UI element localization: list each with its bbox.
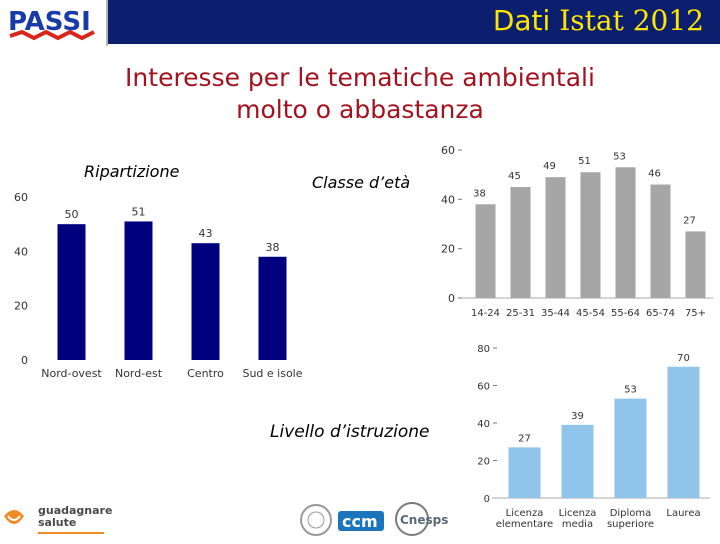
data-label: 70 [677,353,690,364]
bar [614,398,647,498]
ccm-logo-text: ccm [342,512,378,531]
data-label: 39 [571,411,584,422]
y-tick-label: 20 [441,243,455,256]
y-tick-label: 60 [477,382,490,393]
x-tick-label: Diploma [610,508,652,519]
bar [124,221,153,360]
salute-text: salute [38,516,76,529]
x-tick-label: elementare [496,519,553,530]
x-tick-label: 25-31 [506,308,535,319]
bar [615,167,636,298]
cnesps-logo-text: Cnesps [400,513,448,527]
header-bar [108,0,720,44]
x-tick-label: media [562,519,593,530]
chart3-title: Livello d’istruzione [270,422,430,442]
data-label: 49 [543,161,556,172]
bar [510,187,531,298]
data-label: 27 [683,215,696,226]
data-label: 46 [648,169,661,180]
chart2-title: Classe d’età [312,173,411,192]
bar [667,366,700,498]
y-tick-label: 40 [441,193,455,206]
x-tick-label: 35-44 [541,308,570,319]
bar [57,224,86,360]
y-tick-label: 60 [14,191,28,204]
bar [258,256,287,360]
bar [561,424,594,498]
data-label: 38 [266,241,280,254]
y-tick-label: 20 [14,300,28,313]
header: PASSI Dati Istat 2012 [0,0,720,46]
x-tick-label: superiore [607,519,654,530]
bar [650,184,671,298]
footer-logos: guadagnare salute ccm Cnesps [0,498,720,540]
x-tick-label: 45-54 [576,308,605,319]
y-tick-label: 0 [484,494,490,505]
bar [475,204,496,298]
data-label: 53 [624,385,637,396]
ccm-logo: ccm [338,511,384,531]
bar [508,447,541,498]
x-tick-label: Centro [187,367,224,380]
page-title-line2: molto o abbastanza [236,95,484,124]
y-tick-label: 20 [477,457,490,468]
passi-logo: PASSI [0,0,108,46]
guadagnare-salute-logo: guadagnare salute [4,504,112,534]
data-label: 50 [65,208,79,221]
data-label: 38 [473,188,486,199]
cnesps-logo: Cnesps [395,502,448,536]
data-label: 45 [508,171,521,182]
x-tick-label: 14-24 [471,308,500,319]
data-label: 27 [518,433,531,444]
x-tick-label: 55-64 [611,308,640,319]
page-title: Interesse per le tematiche ambientali mo… [0,62,720,126]
x-tick-label: Nord-est [115,367,163,380]
x-tick-label: Licenza [559,508,597,519]
bar [545,177,566,298]
chart-istruzione: 02040608027Licenzaelementare39Licenzamed… [477,344,710,530]
footer-logos-svg: guadagnare salute ccm Cnesps [4,502,448,536]
page-title-line1: Interesse per le tematiche ambientali [125,63,595,92]
x-tick-label: 75+ [685,308,706,319]
data-label: 43 [199,227,213,240]
bar [580,172,601,298]
passi-logo-icon: PASSI [8,7,95,41]
y-tick-label: 80 [477,344,490,355]
x-tick-label: Licenza [506,508,544,519]
y-tick-label: 0 [21,354,28,367]
chart1-title: Ripartizione [84,162,180,181]
data-label: 51 [132,205,146,218]
bar [685,231,706,298]
bar [191,243,220,360]
y-tick-label: 0 [448,292,455,305]
data-label: 51 [578,156,591,167]
y-tick-label: 40 [477,419,490,430]
guadagnare-text: guadagnare [38,504,112,517]
chart-classe-eta: 0 20 40 60 38 14-24 45 25-31 49 35-44 51 45-54 53 55-… [441,144,713,319]
y-tick-label: 40 [14,245,28,258]
data-label: 53 [613,151,626,162]
header-title: Dati Istat 2012 [492,4,704,37]
iss-seal-logo [300,504,332,536]
chart-ripartizione: 0 20 40 60 50 Nord-ovest 51 Nord-est 43 Centro 38 S… [14,191,303,380]
x-tick-label: 65-74 [646,308,675,319]
x-tick-label: Sud e isole [242,367,302,380]
x-tick-label: Nord-ovest [41,367,102,380]
y-tick-label: 60 [441,144,455,157]
x-tick-label: Laurea [666,508,700,519]
